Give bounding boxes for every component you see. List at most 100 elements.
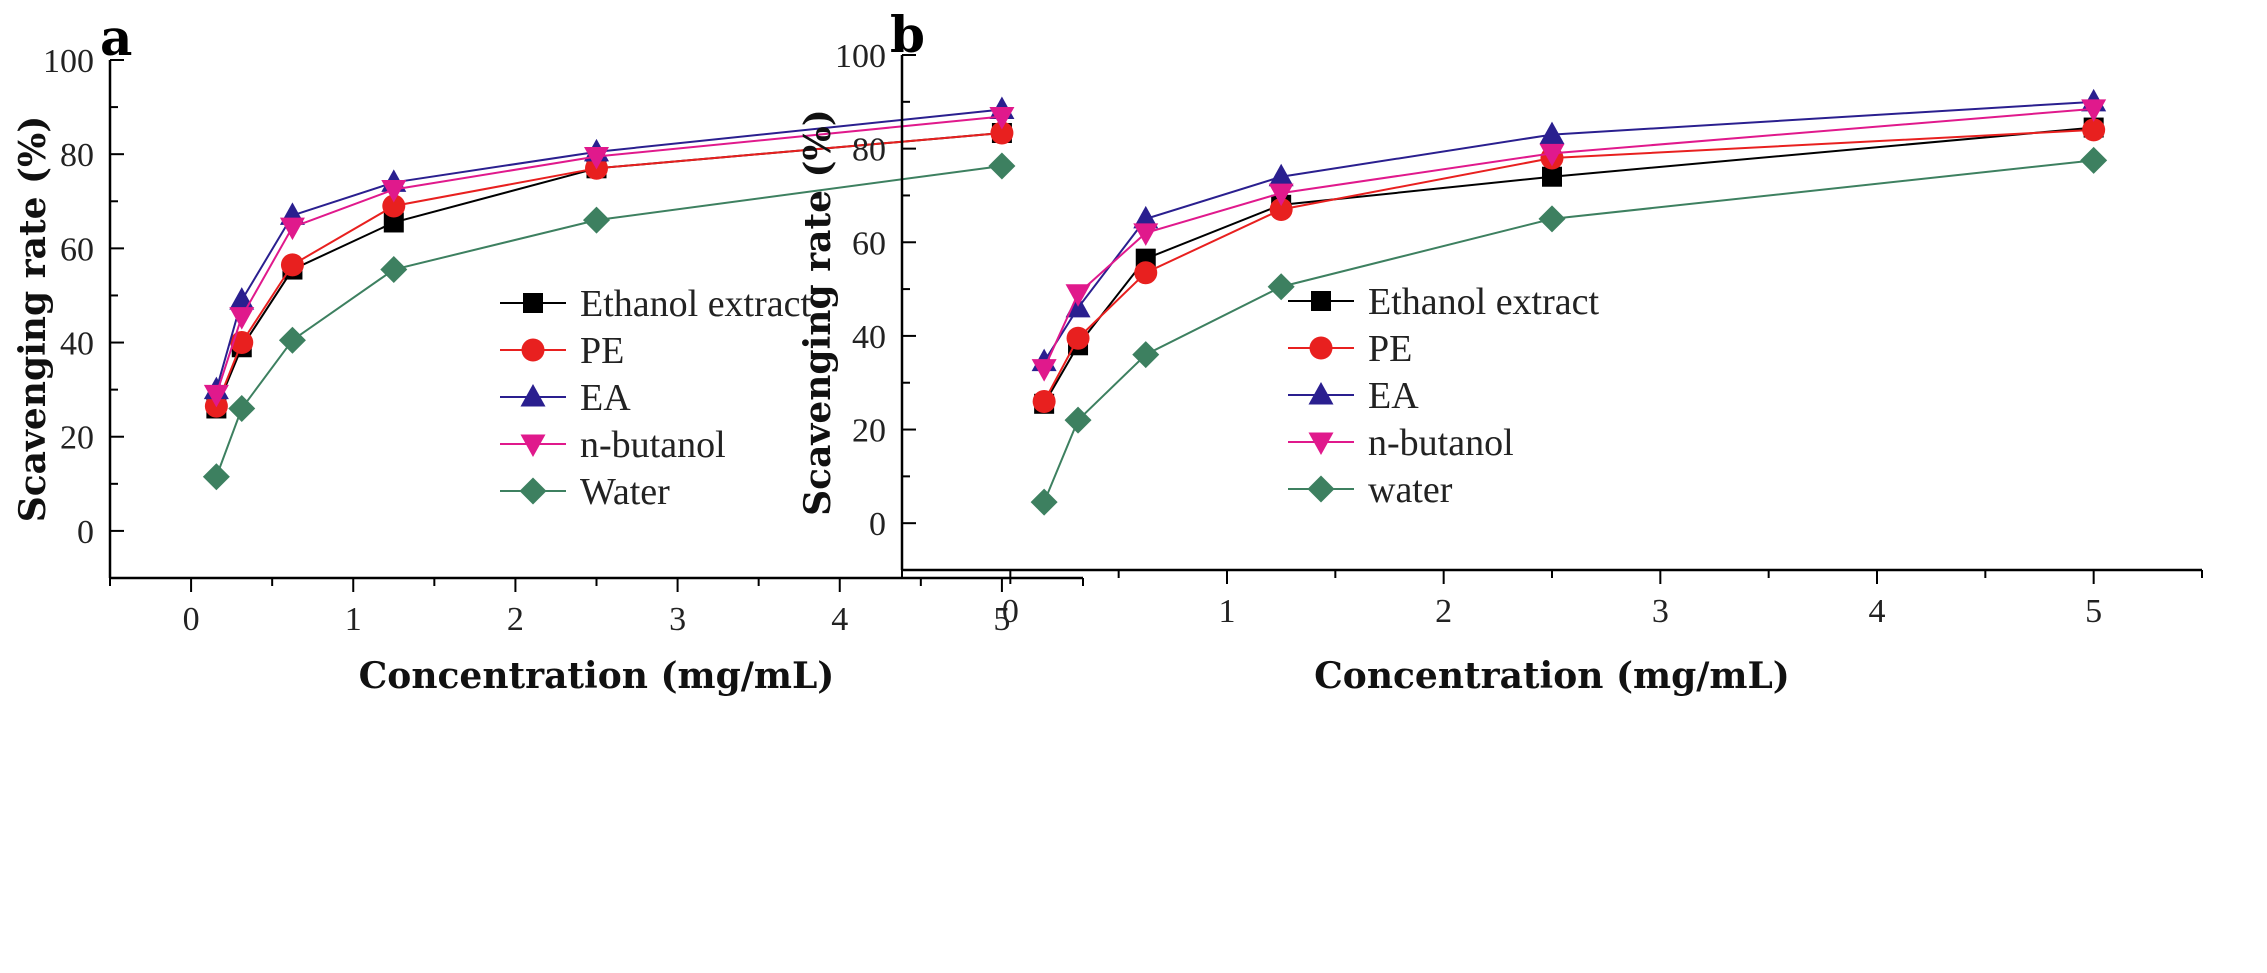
data-point xyxy=(383,212,404,233)
legend-entry: n-butanol xyxy=(500,424,726,466)
series-pe xyxy=(1032,118,2106,413)
data-point xyxy=(229,307,255,330)
data-point xyxy=(1269,198,1293,221)
legend-entry: Ethanol extract xyxy=(500,283,812,325)
data-point xyxy=(2081,99,2107,122)
x-tick-label: 2 xyxy=(1435,593,1452,630)
legend-entry: PE xyxy=(500,330,624,372)
legend-label: PE xyxy=(1368,328,1412,370)
y-tick-label: 100 xyxy=(835,38,886,75)
data-point xyxy=(584,147,609,170)
legend-marker xyxy=(1309,336,1333,360)
y-tick-label: 40 xyxy=(852,319,886,356)
panel-label: a xyxy=(100,8,132,67)
legend-entry: n-butanol xyxy=(1288,422,1514,464)
series-water xyxy=(1030,146,2108,516)
data-point xyxy=(202,463,230,491)
series-line xyxy=(1043,107,2094,370)
y-tick-label: 80 xyxy=(60,137,94,174)
data-point xyxy=(1030,488,1058,516)
legend-marker xyxy=(1308,382,1334,405)
legend-entry: water xyxy=(1288,469,1453,511)
legend-entry: Water xyxy=(500,471,670,513)
chart-panel-a: 0 20 40 60 80 100 0 1 2 3 4 5 Concentration (mg/mL) S… xyxy=(12,8,1084,697)
x-tick-label: 0 xyxy=(183,601,200,638)
data-point xyxy=(1132,341,1160,369)
series-ethanol-extract xyxy=(1034,117,2104,414)
data-point xyxy=(1065,284,1091,307)
data-point xyxy=(1267,273,1295,301)
x-tick-label: 1 xyxy=(1219,593,1236,630)
data-point xyxy=(228,394,256,422)
data-point xyxy=(2080,146,2108,174)
x-tick-label: 3 xyxy=(1652,593,1669,630)
legend-entry: EA xyxy=(1288,375,1419,417)
series-water xyxy=(202,152,1016,491)
data-point xyxy=(1539,143,1565,167)
legend-label: EA xyxy=(1368,375,1419,417)
data-point xyxy=(1064,406,1092,434)
legend-entry: EA xyxy=(500,377,631,419)
y-tick-label: 60 xyxy=(60,231,94,268)
x-tick-label: 4 xyxy=(831,601,848,638)
y-tick-label: 80 xyxy=(852,132,886,169)
panel-label: b xyxy=(890,5,925,64)
series-line xyxy=(1043,128,2094,402)
data-point xyxy=(1542,166,1562,187)
y-axis-title: Scavenging rate (%) xyxy=(797,109,839,516)
series-pe xyxy=(204,121,1014,418)
y-tick-label: 60 xyxy=(852,225,886,262)
data-point xyxy=(988,152,1016,180)
x-tick-label: 0 xyxy=(1002,593,1019,630)
data-point xyxy=(989,107,1015,130)
x-tick-label: 4 xyxy=(1869,593,1886,630)
data-point xyxy=(1133,223,1159,246)
data-point xyxy=(1133,205,1159,229)
data-point xyxy=(1032,389,1056,413)
series-line xyxy=(1043,159,2094,503)
legend-label: n-butanol xyxy=(1368,422,1514,464)
data-point xyxy=(382,194,406,218)
data-point xyxy=(280,253,304,277)
data-point xyxy=(229,287,255,310)
series-n-butanol xyxy=(203,107,1015,408)
data-point xyxy=(381,180,407,203)
data-point xyxy=(2082,118,2106,142)
legend-marker xyxy=(1308,432,1334,455)
chart-panel-b: 0 20 40 60 80 100 0 1 2 3 4 5 Concentration (mg/mL) S… xyxy=(797,5,2203,697)
data-point xyxy=(278,326,306,354)
data-point xyxy=(1268,183,1294,207)
legend-label: Ethanol extract xyxy=(1368,281,1600,323)
series-line xyxy=(215,164,1003,478)
legend-label: water xyxy=(1368,469,1453,511)
data-point xyxy=(1538,205,1566,233)
legend-label: n-butanol xyxy=(580,424,726,466)
legend-marker xyxy=(519,477,547,505)
x-tick-label: 5 xyxy=(2085,593,2102,630)
x-tick-label: 3 xyxy=(669,601,686,638)
data-point xyxy=(1134,261,1158,285)
y-tick-label: 0 xyxy=(77,514,94,551)
legend-marker xyxy=(521,338,545,362)
legend-marker xyxy=(1307,475,1335,503)
legend-label: Ethanol extract xyxy=(580,283,812,325)
data-point xyxy=(1539,121,1565,145)
y-tick-label: 20 xyxy=(852,413,886,450)
legend-entry: PE xyxy=(1288,328,1412,370)
data-point xyxy=(1031,359,1057,382)
x-axis-title: Concentration (mg/mL) xyxy=(1314,655,1790,697)
series-line xyxy=(1043,126,2094,405)
legend-label: EA xyxy=(580,377,631,419)
legend-marker xyxy=(520,384,546,407)
series-line xyxy=(215,115,1003,395)
x-tick-label: 2 xyxy=(507,601,524,638)
data-point xyxy=(1066,326,1090,350)
legend-label: PE xyxy=(580,330,624,372)
legend-marker xyxy=(520,434,546,457)
legend-entry: Ethanol extract xyxy=(1288,281,1600,323)
data-point xyxy=(1268,163,1294,187)
y-axis-title: Scavenging rate (%) xyxy=(12,116,54,523)
x-axis-title: Concentration (mg/mL) xyxy=(359,655,835,697)
legend-marker xyxy=(523,293,543,313)
